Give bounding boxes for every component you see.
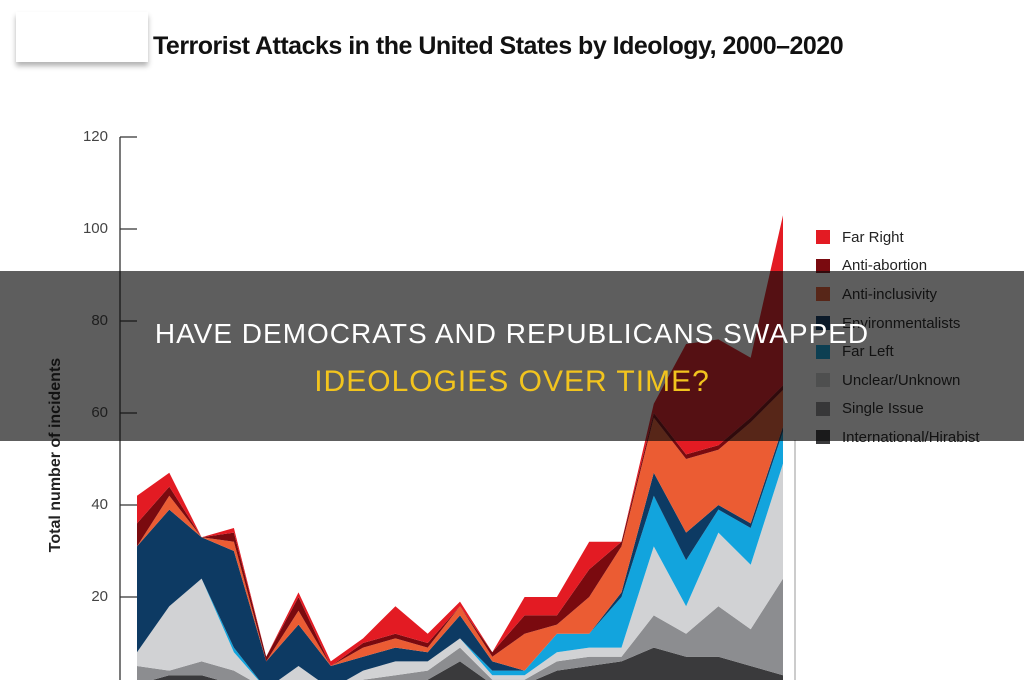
area-anti-inclusivity xyxy=(137,390,783,671)
legend-item: Far Right xyxy=(816,223,980,252)
area-unclear-unknown xyxy=(137,463,783,680)
legend-label: Anti-abortion xyxy=(842,257,928,275)
area-single-issue xyxy=(137,578,783,680)
headline-line2: IDEOLOGIES OVER TIME? xyxy=(314,365,710,398)
blank-thumbnail-box xyxy=(16,12,148,62)
legend-item: Anti-abortion xyxy=(816,252,980,281)
y-tick-label: 40 xyxy=(91,496,108,513)
legend-swatch xyxy=(816,230,830,245)
headline-banner xyxy=(0,271,1024,441)
y-tick-label: 120 xyxy=(82,128,108,145)
area-international-hirabist xyxy=(152,647,783,680)
headline-line1: HAVE DEMOCRATS AND REPUBLICANS SWAPPED xyxy=(154,318,870,349)
area-environmentalists xyxy=(137,426,783,680)
series-areas xyxy=(137,215,783,680)
y-tick-label: 20 xyxy=(91,588,108,605)
legend-label: Far Right xyxy=(842,228,904,246)
y-tick-label: 100 xyxy=(82,220,108,237)
chart-title: Terrorist Attacks in the United States b… xyxy=(153,32,844,60)
legend-swatch xyxy=(816,258,830,273)
area-far-left xyxy=(137,431,783,680)
